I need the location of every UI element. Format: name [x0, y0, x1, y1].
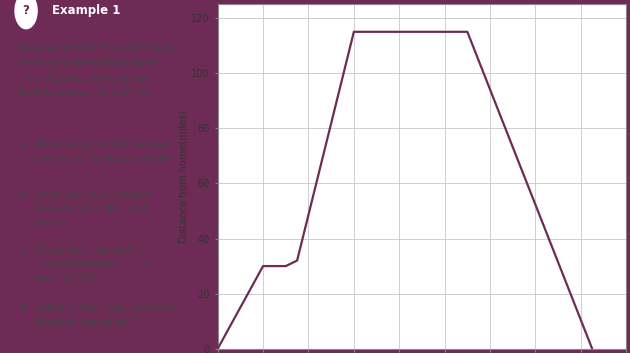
- Circle shape: [15, 0, 37, 29]
- Text: Example 1: Example 1: [52, 4, 120, 17]
- Y-axis label: Distance from home(miles): Distance from home(miles): [178, 110, 188, 243]
- Text: a.  At what time did Randall
     arrive at his destination?: a. At what time did Randall arrive at hi…: [19, 139, 171, 163]
- Text: c.  What was Randall’s
     speed between 14:30
     and 16:00?: c. What was Randall’s speed between 14:3…: [19, 245, 155, 284]
- FancyBboxPatch shape: [5, 0, 156, 32]
- Text: Randall drives from home to
work and then back again.
The distance-time graph
be: Randall drives from home to work and the…: [19, 44, 174, 97]
- Text: ?: ?: [23, 4, 30, 17]
- Text: d.  What is the total distance
     Randall travelled?: d. What is the total distance Randall tr…: [19, 304, 176, 328]
- Text: b.  How fast was Randall
     travelling in the first
     hour?: b. How fast was Randall travelling in th…: [19, 189, 152, 227]
